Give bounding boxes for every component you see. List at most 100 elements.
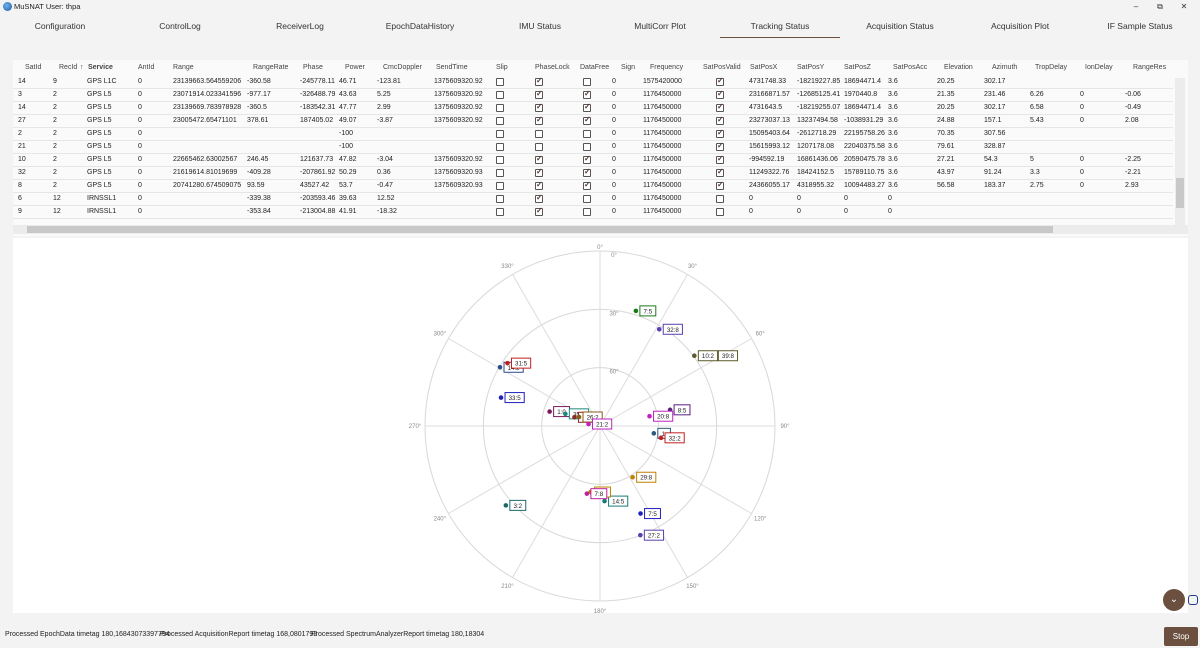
satellite-marker[interactable] — [638, 511, 643, 516]
satposvalid-checkbox[interactable] — [716, 154, 724, 164]
panel-toggle-icon[interactable] — [1188, 595, 1198, 605]
slip-checkbox[interactable] — [496, 182, 504, 190]
minimize-button[interactable]: – — [1133, 2, 1139, 11]
tab-imu-status[interactable]: IMU Status — [518, 21, 562, 31]
satposvalid-checkbox[interactable] — [716, 180, 724, 190]
datafree-checkbox[interactable] — [583, 89, 591, 99]
phaselock-checkbox[interactable] — [535, 193, 543, 203]
datafree-checkbox[interactable] — [583, 167, 591, 177]
satellite-marker[interactable] — [505, 360, 510, 366]
column-header-power[interactable]: Power — [345, 64, 365, 71]
datafree-checkbox[interactable] — [583, 180, 591, 190]
satposvalid-checkbox[interactable] — [716, 115, 724, 125]
satellite-marker[interactable] — [651, 431, 657, 436]
column-header-tropdelay[interactable]: TropDelay — [1035, 64, 1068, 71]
tab-controllog[interactable]: ControlLog — [159, 21, 201, 31]
phaselock-checkbox[interactable] — [535, 180, 543, 190]
slip-checkbox[interactable] — [496, 208, 504, 216]
table-row[interactable]: 10 2 GPS L5 0 22665462.63002567 246.45 121637.… — [13, 154, 1173, 167]
table-row[interactable]: 27 2 GPS L5 0 23005472.65471101 378.61 187405.… — [13, 115, 1173, 128]
satellite-marker[interactable] — [638, 532, 643, 538]
satellite-marker[interactable] — [633, 308, 639, 314]
satellite-marker[interactable] — [498, 395, 504, 400]
satposvalid-checkbox[interactable] — [716, 167, 724, 177]
datafree-checkbox[interactable] — [583, 78, 591, 86]
stop-button[interactable]: Stop — [1164, 627, 1198, 646]
datafree-checkbox[interactable] — [583, 154, 591, 164]
column-header-satid[interactable]: SatId — [25, 64, 42, 71]
satellite-marker[interactable] — [602, 498, 607, 504]
tab-multicorr-plot[interactable]: MultiCorr Plot — [634, 21, 686, 31]
slip-checkbox[interactable] — [496, 91, 504, 99]
satellite-marker[interactable] — [547, 409, 552, 414]
satposvalid-checkbox[interactable] — [716, 208, 724, 216]
phaselock-checkbox[interactable] — [535, 76, 543, 86]
column-header-elevation[interactable]: Elevation — [944, 64, 973, 71]
slip-checkbox[interactable] — [496, 130, 504, 138]
column-header-service[interactable]: Service — [88, 64, 113, 71]
slip-checkbox[interactable] — [496, 117, 504, 125]
column-header-rangerate[interactable]: RangeRate — [253, 64, 289, 71]
satellite-marker[interactable] — [586, 421, 591, 427]
slip-checkbox[interactable] — [496, 143, 504, 151]
horizontal-scrollbar[interactable] — [13, 225, 1188, 234]
satellite-marker[interactable] — [630, 474, 635, 480]
tab-tracking-status[interactable]: Tracking Status — [720, 16, 840, 38]
table-row[interactable]: 21 2 GPS L5 0 -100 0 1176450000 15615993.12 1207… — [13, 141, 1173, 154]
table-row[interactable]: 14 9 GPS L1C 0 23139663.564559206 -360.58 -245… — [13, 76, 1173, 89]
column-header-recid[interactable]: RecId — [59, 64, 78, 71]
horizontal-scroll-thumb[interactable] — [27, 226, 1053, 233]
table-row[interactable]: 32 2 GPS L5 0 21619614.81019699 -409.28 -20786… — [13, 167, 1173, 180]
table-row[interactable]: 3 2 GPS L5 0 23071914.023341596 -977.17 -32648… — [13, 89, 1173, 102]
satellite-marker[interactable] — [563, 411, 568, 417]
column-header-cmcdoppler[interactable]: CmcDoppler — [383, 64, 422, 71]
satposvalid-checkbox[interactable] — [716, 195, 724, 203]
column-header-rangeres[interactable]: RangeRes — [1133, 64, 1167, 71]
phaselock-checkbox[interactable] — [535, 130, 543, 138]
column-header-phase[interactable]: Phase — [303, 64, 323, 71]
datafree-checkbox[interactable] — [583, 102, 591, 112]
satposvalid-checkbox[interactable] — [716, 89, 724, 99]
column-header-satposacc[interactable]: SatPosAcc — [893, 64, 928, 71]
slip-checkbox[interactable] — [496, 78, 504, 86]
satposvalid-checkbox[interactable] — [716, 128, 724, 138]
tab-acquisition-plot[interactable]: Acquisition Plot — [990, 21, 1050, 31]
close-button[interactable]: ✕ — [1180, 2, 1188, 11]
phaselock-checkbox[interactable] — [535, 143, 543, 151]
column-header-datafree[interactable]: DataFree — [580, 64, 610, 71]
phaselock-checkbox[interactable] — [535, 102, 543, 112]
phaselock-checkbox[interactable] — [535, 206, 543, 216]
column-header-satposz[interactable]: SatPosZ — [844, 64, 871, 71]
slip-checkbox[interactable] — [496, 195, 504, 203]
satellite-marker[interactable] — [572, 415, 577, 420]
satellite-marker[interactable] — [497, 364, 503, 370]
vertical-scroll-thumb[interactable] — [1176, 178, 1184, 208]
phaselock-checkbox[interactable] — [535, 154, 543, 164]
column-header-antid[interactable]: AntId — [138, 64, 155, 71]
slip-checkbox[interactable] — [496, 104, 504, 112]
satellite-marker[interactable] — [647, 413, 652, 419]
satellite-marker[interactable] — [692, 353, 697, 359]
satellite-marker[interactable] — [503, 503, 509, 508]
satellite-marker[interactable] — [658, 435, 664, 441]
datafree-checkbox[interactable] — [583, 115, 591, 125]
column-header-satposx[interactable]: SatPosX — [750, 64, 778, 71]
table-row[interactable]: 14 2 GPS L5 0 23139669.783978928 -360.5 -18354… — [13, 102, 1173, 115]
restore-button[interactable]: ⧉ — [1157, 2, 1163, 11]
column-header-sendtime[interactable]: SendTime — [436, 64, 468, 71]
table-row[interactable]: 8 2 GPS L5 0 20741280.674509075 93.59 43527.42… — [13, 180, 1173, 193]
satposvalid-checkbox[interactable] — [716, 76, 724, 86]
satellite-marker[interactable] — [576, 414, 582, 420]
satellite-marker[interactable] — [656, 326, 662, 332]
slip-checkbox[interactable] — [496, 156, 504, 164]
column-header-satposvalid[interactable]: SatPosValid — [703, 64, 741, 71]
scroll-down-button[interactable]: ⌄ — [1163, 589, 1185, 611]
satposvalid-checkbox[interactable] — [716, 141, 724, 151]
column-header-sign[interactable]: Sign — [621, 64, 636, 71]
satellite-marker[interactable] — [584, 491, 590, 496]
table-row[interactable]: 2 2 GPS L5 0 -100 0 1176450000 15095403.64 -2612… — [13, 128, 1173, 141]
tab-configuration[interactable]: Configuration — [34, 21, 86, 31]
datafree-checkbox[interactable] — [583, 195, 591, 203]
